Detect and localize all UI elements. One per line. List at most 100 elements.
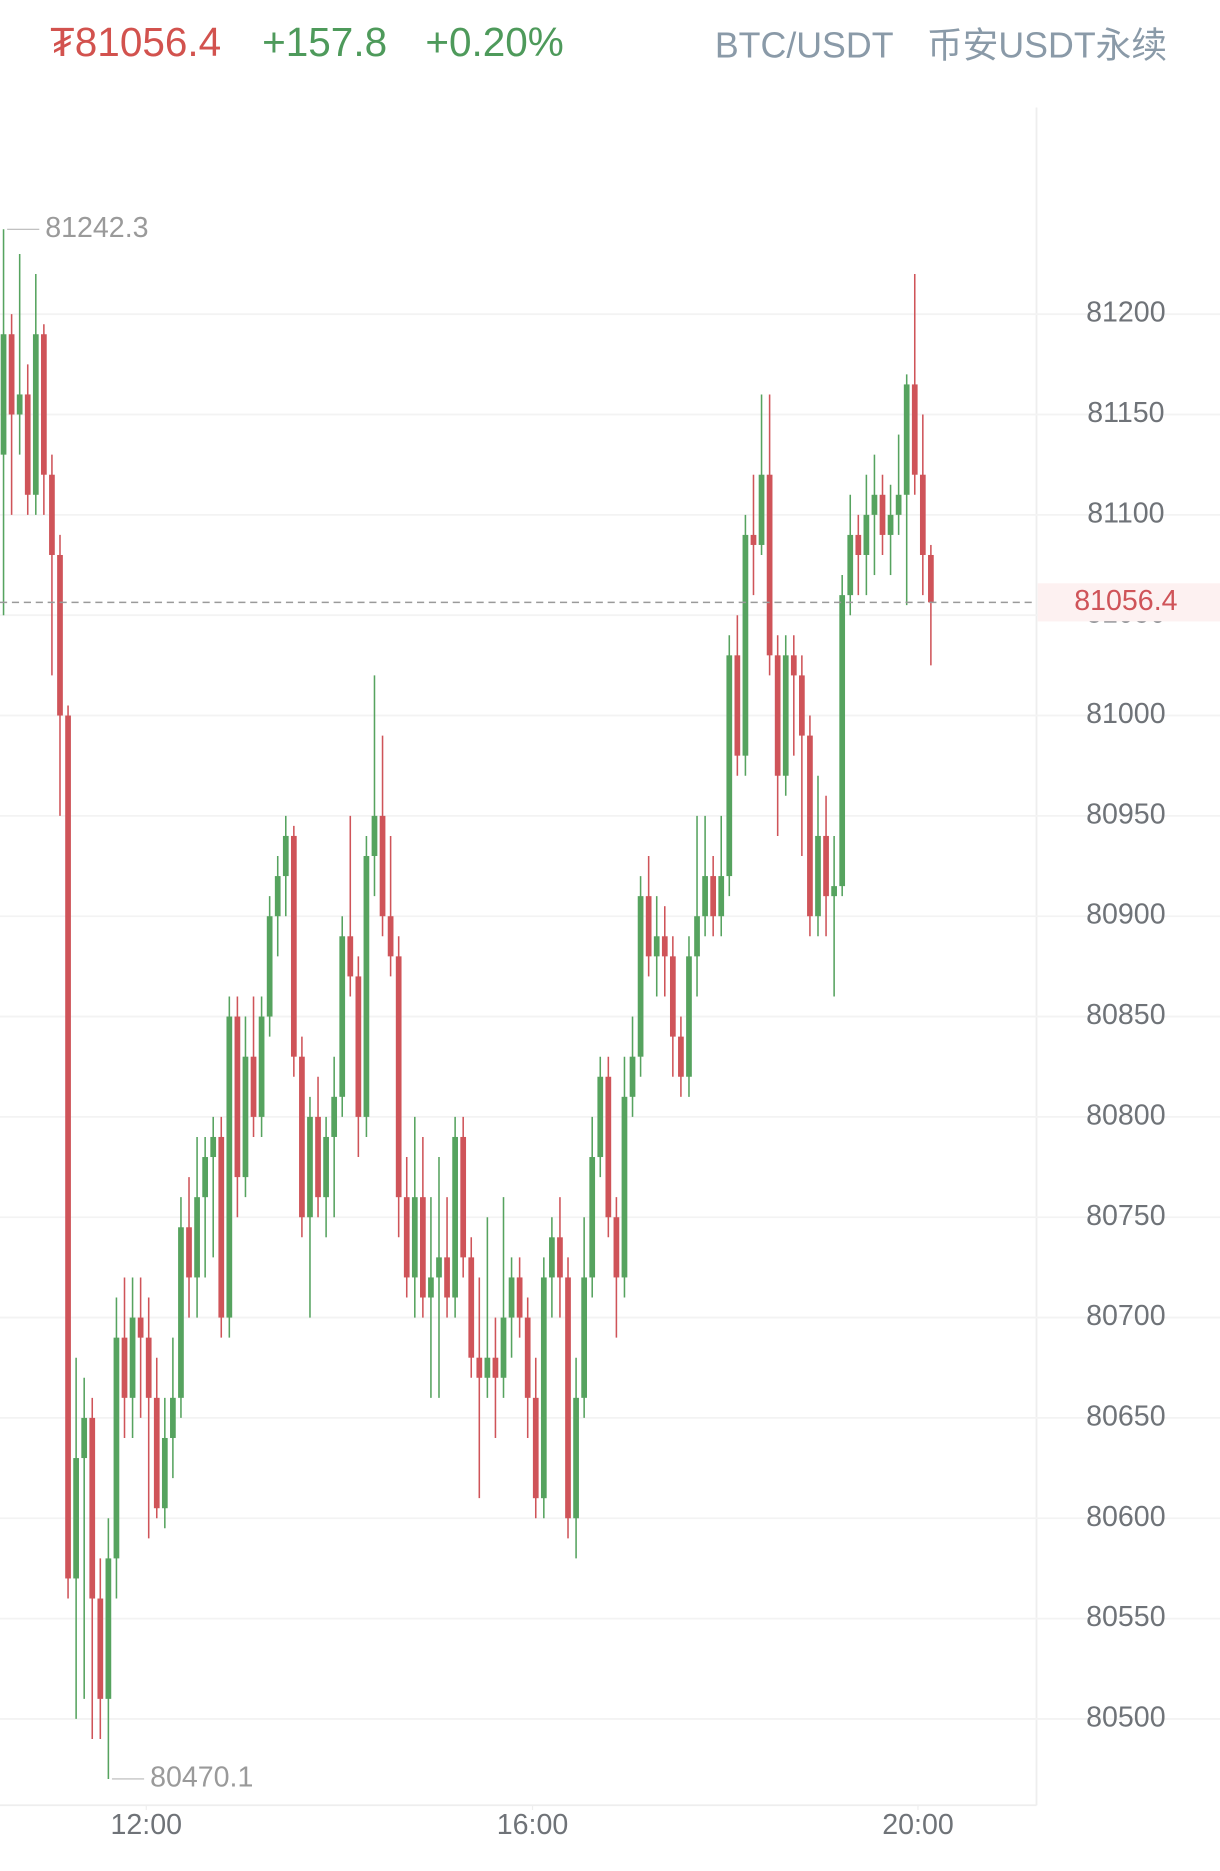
candle-body bbox=[57, 554, 63, 716]
candle-body bbox=[645, 896, 652, 957]
change: +157.8 bbox=[262, 19, 387, 65]
candle-body bbox=[403, 1197, 410, 1278]
candle-body bbox=[532, 1397, 539, 1499]
candle-body bbox=[629, 1056, 636, 1097]
candle-body bbox=[170, 1397, 176, 1438]
candle-body bbox=[266, 916, 273, 1017]
candle-body bbox=[782, 655, 789, 776]
candle-body bbox=[395, 956, 402, 1198]
y-tick-label: 80800 bbox=[1086, 1099, 1165, 1131]
candle-body bbox=[750, 534, 757, 545]
candle-body bbox=[871, 494, 878, 515]
candle-body bbox=[202, 1157, 209, 1198]
candle-body bbox=[258, 1016, 265, 1117]
candle-body bbox=[887, 514, 894, 535]
candle-body bbox=[153, 1397, 160, 1509]
candle-body bbox=[508, 1277, 515, 1318]
candle-body bbox=[823, 835, 829, 897]
candle-body bbox=[24, 394, 31, 495]
candle-body bbox=[718, 876, 725, 917]
candle-body bbox=[742, 534, 749, 756]
candle-body bbox=[524, 1317, 531, 1398]
candle-body bbox=[694, 916, 700, 957]
candle-body bbox=[89, 1417, 96, 1599]
candle-body bbox=[799, 675, 805, 736]
candle-body bbox=[105, 1558, 112, 1699]
candle-body bbox=[540, 1277, 547, 1499]
low-mark-label: 80470.1 bbox=[150, 1761, 253, 1793]
candle-body bbox=[928, 554, 934, 603]
candle-body bbox=[8, 334, 15, 415]
y-tick-label: 80700 bbox=[1086, 1300, 1165, 1332]
candle-body bbox=[484, 1357, 491, 1378]
candle-body bbox=[605, 1076, 612, 1218]
x-tick-label: 16:00 bbox=[497, 1809, 569, 1841]
y-tick-label: 80950 bbox=[1086, 798, 1165, 830]
candle-body bbox=[613, 1217, 620, 1278]
candle-body bbox=[790, 655, 797, 676]
candle-body bbox=[766, 474, 773, 656]
candle-body bbox=[573, 1397, 579, 1519]
candle-body bbox=[355, 976, 362, 1117]
candle-body bbox=[347, 936, 354, 977]
candle-body bbox=[549, 1237, 555, 1278]
candle-body bbox=[661, 936, 668, 957]
candle-body bbox=[161, 1437, 168, 1509]
candle-body bbox=[411, 1197, 418, 1278]
change-pct: +0.20% bbox=[425, 19, 564, 65]
candle-body bbox=[299, 1056, 305, 1218]
candle-body bbox=[428, 1277, 434, 1298]
candle-body bbox=[0, 334, 7, 455]
candle-body bbox=[516, 1277, 523, 1318]
y-tick-label: 81150 bbox=[1087, 397, 1164, 429]
candle-body bbox=[895, 494, 902, 515]
candle-body bbox=[339, 936, 346, 1097]
candle-body bbox=[637, 896, 644, 1057]
candle-body bbox=[250, 1056, 257, 1117]
candle-body bbox=[274, 876, 281, 917]
candle-body bbox=[32, 334, 39, 495]
candle-body bbox=[710, 876, 717, 917]
candle-body bbox=[436, 1257, 442, 1278]
candle-body bbox=[420, 1197, 426, 1298]
y-tick-label: 80500 bbox=[1086, 1701, 1165, 1733]
candle-body bbox=[774, 655, 781, 776]
candle-body bbox=[178, 1227, 184, 1398]
high-mark-label: 81242.3 bbox=[45, 212, 148, 244]
candle-body bbox=[242, 1056, 249, 1178]
candle-body bbox=[41, 334, 47, 475]
candle-body bbox=[903, 384, 910, 495]
candle-body bbox=[589, 1157, 596, 1278]
candle-body bbox=[129, 1317, 136, 1398]
last-price-label: 81056.4 bbox=[1074, 585, 1177, 617]
candle-body bbox=[315, 1116, 321, 1198]
candle-body bbox=[444, 1257, 450, 1298]
y-tick-label: 80650 bbox=[1086, 1400, 1165, 1432]
exchange: 币安USDT永续 bbox=[927, 25, 1167, 65]
candle-body bbox=[282, 835, 289, 877]
candle-body bbox=[653, 936, 660, 957]
candle-body bbox=[194, 1197, 200, 1278]
candle-body bbox=[460, 1136, 467, 1258]
candle-body bbox=[331, 1096, 338, 1137]
candle-body bbox=[565, 1277, 571, 1519]
candle-body bbox=[379, 815, 386, 917]
candle-body bbox=[363, 856, 370, 1117]
last-price-box bbox=[1037, 583, 1220, 622]
candle-body bbox=[911, 384, 918, 475]
candle-body bbox=[621, 1096, 628, 1278]
y-tick-label: 80850 bbox=[1086, 999, 1165, 1031]
candle-body bbox=[919, 474, 926, 555]
candle-body bbox=[879, 494, 886, 535]
candle-body bbox=[815, 835, 821, 917]
x-tick-label: 20:00 bbox=[882, 1809, 954, 1841]
candle-body bbox=[49, 474, 55, 555]
candle-body bbox=[492, 1357, 499, 1378]
price: ₮81056.4 bbox=[50, 19, 221, 65]
candle-body bbox=[581, 1277, 588, 1398]
candle-body bbox=[137, 1317, 144, 1338]
candle-body bbox=[73, 1458, 79, 1579]
candle-body bbox=[831, 886, 837, 897]
candle-body bbox=[500, 1317, 507, 1378]
